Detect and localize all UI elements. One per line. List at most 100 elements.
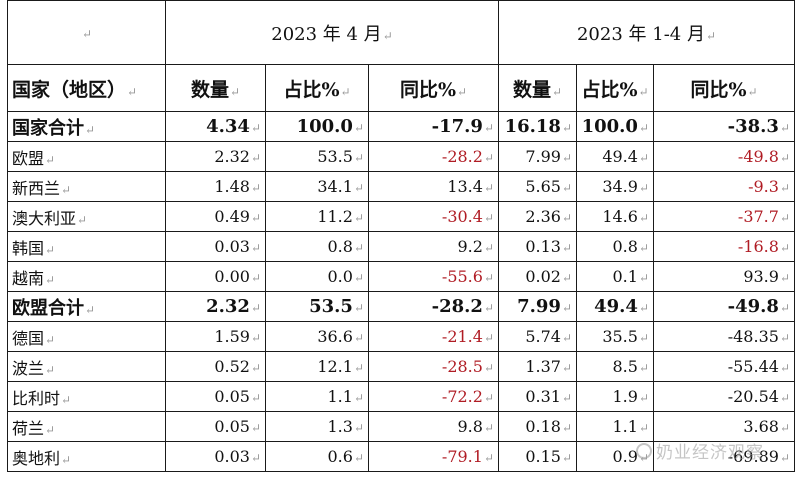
paragraph-mark: ↵ [779, 421, 790, 435]
cell-value: -17.9 [431, 116, 483, 137]
paragraph-mark: ↵ [483, 211, 494, 225]
paragraph-mark: ↵ [638, 241, 649, 255]
share-header-label: 占比% [283, 78, 340, 101]
paragraph-mark: ↵ [85, 122, 96, 137]
paragraph-mark: ↵ [45, 422, 56, 437]
paragraph-mark: ↵ [561, 391, 572, 405]
cell-value: 11.2 [317, 207, 353, 226]
region-name: 国家合计 [12, 117, 84, 139]
quantity-jan-apr-cell: 1.37↵ [498, 351, 577, 382]
cell-value: 100.0 [296, 116, 353, 137]
paragraph-mark: ↵ [229, 84, 241, 99]
cell-value: 12.1 [317, 357, 353, 376]
cell-value: 0.05 [214, 417, 250, 436]
share-april-cell: 34.1↵ [265, 171, 369, 202]
region-name: 波兰 [12, 358, 45, 378]
paragraph-mark: ↵ [779, 271, 790, 285]
region-cell: 奥地利↵ [7, 441, 166, 472]
table-row: 新西兰↵ 1.48↵ 34.1↵ 13.4↵ 5.65↵ 34.9↵ -9.3↵ [7, 171, 795, 202]
table-row: 欧盟↵ 2.32↵ 53.5↵ -28.2↵ 7.99↵ 49.4↵ -49.8↵ [7, 141, 795, 172]
share-april-cell: 11.2↵ [265, 201, 369, 232]
share-header-label: 占比% [581, 78, 638, 101]
quantity-jan-apr-cell: 0.15↵ [498, 441, 577, 472]
cell-value: 34.1 [317, 177, 353, 196]
total-row: 欧盟合计↵ 2.32↵ 53.5↵ -28.2↵ 7.99↵ 49.4↵ -49.8↵ [7, 291, 795, 322]
yoy-april-cell: -28.5↵ [368, 351, 499, 382]
share-jan-apr-cell: 100.0↵ [576, 111, 654, 142]
yoy-april-cell: 13.4↵ [368, 171, 499, 202]
cell-value: 0.18 [525, 417, 561, 436]
quantity-april-cell: 1.59↵ [165, 321, 266, 352]
period-jan-apr-label: 2023 年 1-4 月 [576, 23, 705, 45]
paragraph-mark: ↵ [561, 271, 572, 285]
cell-value: 9.8 [457, 417, 483, 436]
yoy-jan-apr-cell: -49.8↵ [653, 141, 795, 172]
cell-value: 7.99 [517, 296, 561, 317]
cell-value: -16.8 [737, 237, 779, 256]
paragraph-mark: ↵ [127, 84, 138, 99]
paragraph-mark: ↵ [81, 27, 93, 41]
region-name: 越南 [12, 268, 45, 288]
share-jan-apr-cell: 14.6↵ [576, 201, 654, 232]
region-cell: 韩国↵ [7, 231, 166, 262]
cell-value: 1.59 [214, 327, 250, 346]
cell-value: 0.8 [612, 237, 638, 256]
paragraph-mark: ↵ [45, 272, 56, 287]
cell-value: 16.18 [504, 116, 561, 137]
yoy-jan-apr-cell: -55.44↵ [653, 351, 795, 382]
cell-value: 35.5 [602, 327, 638, 346]
share-april-cell: 1.1↵ [265, 381, 369, 412]
cell-value: -21.4 [441, 327, 483, 346]
paragraph-mark: ↵ [779, 361, 790, 375]
cell-value: 100.0 [581, 116, 638, 137]
region-name: 欧盟合计 [12, 297, 84, 319]
paragraph-mark: ↵ [85, 302, 96, 317]
cell-value: 93.9 [743, 267, 779, 286]
paragraph-mark: ↵ [483, 301, 494, 315]
cell-value: 0.02 [525, 267, 561, 286]
quantity-jan-apr-cell: 5.65↵ [498, 171, 577, 202]
cell-value: -28.5 [441, 357, 483, 376]
cell-value: 2.32 [206, 296, 250, 317]
quantity-april-cell: 0.05↵ [165, 411, 266, 442]
region-name: 欧盟 [12, 148, 45, 168]
paragraph-mark: ↵ [483, 151, 494, 165]
share-april-cell: 1.3↵ [265, 411, 369, 442]
quantity-april-cell: 0.00↵ [165, 261, 266, 292]
quantity-jan-apr-cell: 0.13↵ [498, 231, 577, 262]
cell-value: -69.89 [727, 447, 779, 466]
share-april-cell: 12.1↵ [265, 351, 369, 382]
paragraph-mark: ↵ [353, 421, 364, 435]
share-april-cell: 53.5↵ [265, 291, 369, 322]
paragraph-mark: ↵ [457, 84, 468, 99]
cell-value: 0.05 [214, 387, 250, 406]
region-cell: 德国↵ [7, 321, 166, 352]
quantity-jan-apr-cell: 0.02↵ [498, 261, 577, 292]
share-april-cell: 100.0↵ [265, 111, 369, 142]
cell-value: 1.3 [327, 417, 353, 436]
quantity-april-cell: 2.32↵ [165, 141, 266, 172]
quantity-april-cell: 4.34↵ [165, 111, 266, 142]
share-jan-apr-cell: 49.4↵ [576, 141, 654, 172]
quantity-april-cell: 0.52↵ [165, 351, 266, 382]
paragraph-mark: ↵ [353, 391, 364, 405]
yoy-april-cell: -72.2↵ [368, 381, 499, 412]
cell-value: 7.99 [525, 147, 561, 166]
paragraph-mark: ↵ [61, 182, 72, 197]
paragraph-mark: ↵ [638, 301, 649, 315]
paragraph-mark: ↵ [250, 211, 261, 225]
cell-value: -28.2 [431, 296, 483, 317]
quantity-april-cell: 2.32↵ [165, 291, 266, 322]
paragraph-mark: ↵ [551, 84, 563, 99]
paragraph-mark: ↵ [705, 28, 717, 43]
paragraph-mark: ↵ [45, 152, 56, 167]
cell-value: 13.4 [447, 177, 483, 196]
cell-value: -38.3 [727, 116, 779, 137]
cell-value: -37.7 [737, 207, 779, 226]
paragraph-mark: ↵ [483, 121, 494, 135]
yoy-jan-apr-cell: -9.3↵ [653, 171, 795, 202]
paragraph-mark: ↵ [250, 331, 261, 345]
watermark-text: 奶业经济观察 [656, 443, 764, 463]
paragraph-mark: ↵ [483, 241, 494, 255]
paragraph-mark: ↵ [638, 181, 649, 195]
